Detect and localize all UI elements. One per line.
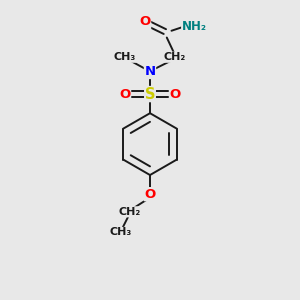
Text: O: O [119,88,130,100]
Text: S: S [145,87,155,102]
Text: NH₂: NH₂ [182,20,207,33]
Text: CH₃: CH₃ [114,52,136,62]
Text: CH₂: CH₂ [164,52,186,62]
Text: CH₃: CH₃ [110,227,132,237]
Text: O: O [169,88,181,100]
Text: CH₂: CH₂ [118,207,140,217]
Text: O: O [144,188,156,201]
Text: O: O [140,15,151,28]
Text: N: N [144,65,156,79]
